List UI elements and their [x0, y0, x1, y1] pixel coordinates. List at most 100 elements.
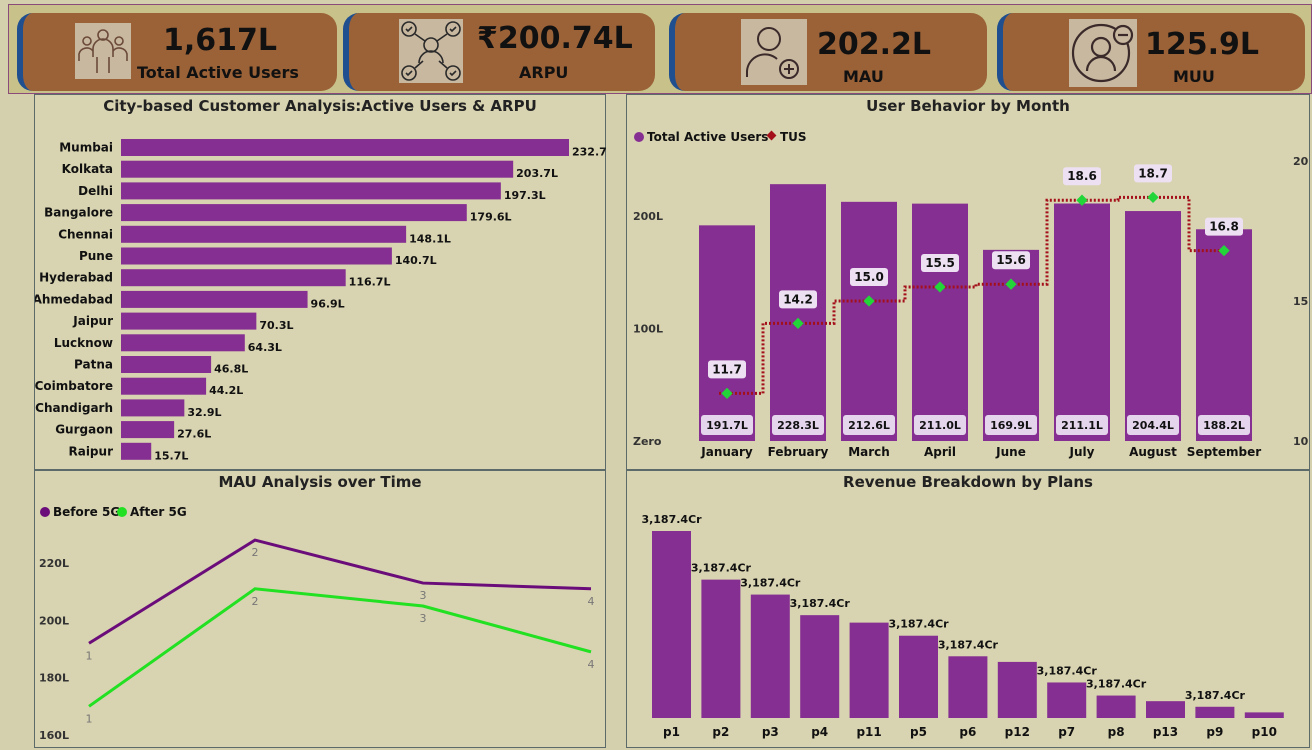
tus-label: 18.7 — [1138, 166, 1168, 180]
city-bar[interactable] — [121, 225, 407, 243]
city-data-label: 70.3L — [259, 319, 293, 332]
user-remove-icon — [1069, 19, 1137, 87]
behavior-bar[interactable] — [1054, 203, 1110, 441]
tus-marker[interactable] — [863, 295, 875, 307]
revenue-bar[interactable] — [1096, 695, 1136, 718]
behavior-bar[interactable] — [983, 249, 1039, 441]
point-label: 4 — [588, 658, 595, 671]
revenue-bar[interactable] — [1146, 701, 1185, 718]
month-label: January — [700, 445, 753, 459]
city-bar[interactable] — [121, 334, 245, 352]
city-category-label: Bangalore — [44, 206, 113, 220]
legend-marker-after-5g — [117, 507, 127, 517]
behavior-bar[interactable] — [1196, 229, 1252, 441]
revenue-bar[interactable] — [899, 635, 938, 718]
city-data-label: 197.3L — [504, 189, 546, 202]
behavior-bar[interactable] — [912, 203, 968, 441]
month-label: September — [1187, 445, 1261, 459]
legend-label: Total Active Users — [647, 130, 768, 144]
month-label: June — [995, 445, 1026, 459]
revenue-bar[interactable] — [849, 622, 889, 718]
tus-marker[interactable] — [792, 317, 804, 330]
behavior-bar-label: 211.0L — [919, 419, 961, 432]
city-bar[interactable] — [121, 182, 501, 200]
revenue-bar[interactable] — [800, 615, 840, 718]
tus-label: 18.6 — [1067, 169, 1097, 183]
city-data-label: 32.9L — [187, 406, 221, 419]
city-bar[interactable] — [121, 247, 392, 265]
plan-label: p11 — [856, 725, 881, 739]
city-bar[interactable] — [121, 160, 514, 178]
revenue-bar[interactable] — [1244, 712, 1284, 718]
city-category-label: Kolkata — [62, 162, 113, 176]
revenue-bar[interactable] — [948, 656, 988, 718]
city-bar[interactable] — [121, 356, 212, 373]
network-user-icon — [399, 19, 463, 83]
plan-label: p10 — [1252, 725, 1277, 739]
legend-marker-before-5g — [40, 507, 50, 517]
city-bar[interactable] — [121, 399, 185, 417]
behavior-bar-label: 188.2L — [1203, 419, 1245, 432]
tus-marker[interactable] — [1147, 191, 1159, 204]
plan-label: p5 — [910, 725, 927, 739]
behavior-bar-label: 191.7L — [706, 419, 748, 432]
city-bar[interactable] — [121, 139, 569, 156]
behavior-bar[interactable] — [699, 225, 755, 441]
after-5g-line[interactable] — [88, 587, 592, 708]
point-label: 2 — [252, 546, 259, 559]
tus-label-box — [992, 251, 1030, 270]
city-bar[interactable] — [121, 421, 175, 439]
revenue-bar[interactable] — [701, 579, 741, 718]
city-category-label: Coimbatore — [35, 379, 113, 393]
tus-marker[interactable] — [1218, 244, 1230, 257]
city-bar[interactable] — [121, 290, 308, 308]
plan-label: p8 — [1108, 725, 1125, 739]
month-label: July — [1069, 445, 1095, 459]
kpi-card-arpu[interactable]: ₹200.74L ARPU — [343, 13, 655, 91]
bar-label-box — [1056, 415, 1108, 435]
month-label: April — [924, 445, 956, 459]
kpi-value: 202.2L — [817, 27, 932, 62]
city-category-label: Gurgaon — [55, 423, 113, 437]
kpi-strip: 1,617L Total Active Users ₹200.74L ARPU … — [8, 4, 1312, 94]
city-bar[interactable] — [121, 269, 346, 287]
tus-marker[interactable] — [1076, 194, 1088, 206]
tus-label-box — [779, 290, 817, 309]
point-label: 1 — [86, 712, 93, 725]
plan-label: p4 — [811, 725, 828, 739]
revenue-data-label: 3,187.4Cr — [691, 562, 752, 575]
revenue-bar[interactable] — [997, 661, 1037, 718]
behavior-bar[interactable] — [770, 184, 826, 441]
kpi-card-mau[interactable]: 202.2L MAU — [669, 13, 987, 91]
city-bar[interactable] — [121, 442, 152, 460]
behavior-bar-label: 169.9L — [990, 419, 1032, 432]
revenue-bar[interactable] — [750, 594, 790, 718]
behavior-bar-label: 212.6L — [848, 419, 890, 432]
city-bar[interactable] — [121, 377, 207, 395]
behavior-bar-label: 204.4L — [1132, 419, 1174, 432]
city-bar[interactable] — [121, 312, 257, 330]
city-category-label: Lucknow — [54, 336, 113, 350]
kpi-label: ARPU — [519, 63, 569, 82]
tus-marker[interactable] — [934, 281, 946, 293]
user-add-icon — [741, 19, 807, 85]
revenue-panel: Revenue Breakdown by Plans 3,187.4Cr p1 3,… — [626, 470, 1310, 748]
kpi-card-total-active-users[interactable]: 1,617L Total Active Users — [17, 13, 337, 91]
before-5g-line[interactable] — [88, 538, 592, 645]
city-category-label: Pune — [79, 249, 113, 263]
revenue-data-label: 3,187.4Cr — [1037, 664, 1098, 677]
behavior-bar[interactable] — [1125, 211, 1181, 441]
revenue-data-label: 3,187.4Cr — [790, 597, 851, 610]
city-bar-chart: Mumbai 232.7L Kolkata 203.7L Delhi 197.3L Bang… — [35, 139, 607, 462]
tus-marker[interactable] — [1005, 278, 1017, 290]
city-data-label: 179.6L — [470, 211, 512, 224]
point-label: 2 — [252, 595, 259, 608]
behavior-panel: User Behavior by Month Total Active User… — [626, 94, 1310, 470]
revenue-bar[interactable] — [1195, 706, 1235, 718]
city-bar[interactable] — [121, 204, 467, 222]
kpi-card-muu[interactable]: 125.9L MUU — [997, 13, 1305, 91]
behavior-bar[interactable] — [841, 201, 897, 441]
revenue-bar[interactable] — [652, 531, 691, 718]
revenue-bar[interactable] — [1047, 682, 1087, 718]
legend-marker-total-active-users — [634, 132, 644, 142]
